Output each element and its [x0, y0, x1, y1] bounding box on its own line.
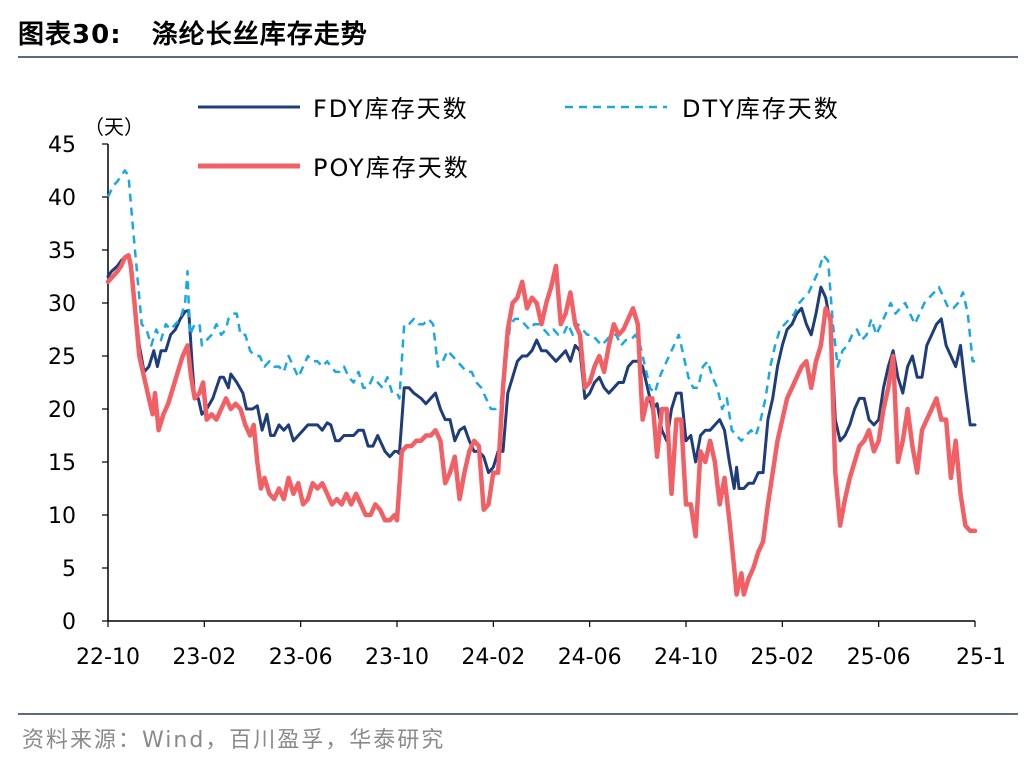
x-tick-label: 23-06 — [269, 645, 333, 670]
series-line-dty — [106, 169, 975, 443]
y-tick-label: 30 — [48, 292, 76, 317]
footer-divider — [18, 713, 1018, 715]
y-tick-label: 20 — [48, 398, 76, 423]
y-tick-label: 10 — [48, 504, 76, 529]
x-tick-label: 24-06 — [558, 645, 622, 670]
title-prefix: 图表 — [18, 20, 73, 50]
title-divider — [18, 56, 1018, 58]
x-tick-label: 23-10 — [365, 645, 429, 670]
chart-title: 图表30: 涤纶长丝库存走势 — [18, 14, 368, 51]
series-line-fdy — [106, 253, 977, 490]
x-tick-label: 23-02 — [172, 645, 236, 670]
source-note: 资料来源：Wind，百川盈孚，华泰研究 — [22, 728, 446, 753]
title-number: 30: — [72, 20, 122, 50]
legend-label-poy: POY库存天数 — [313, 154, 470, 182]
series-line-poy — [105, 253, 978, 597]
x-tick-label: 25-02 — [750, 645, 814, 670]
x-tick-label: 24-02 — [461, 645, 525, 670]
y-tick-label: 25 — [48, 345, 76, 370]
line-chart: 0 5 10 15 20 25 30 35 40 45 （天） 22-10 23-02 23-06 23-1… — [48, 95, 1006, 670]
y-unit-label: （天） — [84, 115, 144, 139]
y-tick-label: 15 — [48, 451, 76, 476]
y-tick-label: 45 — [48, 133, 76, 158]
x-tick-label: 22-10 — [76, 645, 140, 670]
legend-label-dty: DTY库存天数 — [682, 95, 840, 123]
y-tick-label: 35 — [48, 239, 76, 264]
x-tick-label: 24-10 — [654, 645, 718, 670]
y-tick-label: 5 — [62, 557, 76, 582]
x-tick-label: 25-1 — [956, 645, 1006, 670]
x-tick-label: 25-06 — [847, 645, 911, 670]
title-text: 涤纶长丝库存走势 — [151, 20, 368, 50]
y-tick-label: 40 — [48, 186, 76, 211]
y-tick-label: 0 — [62, 610, 76, 635]
legend-label-fdy: FDY库存天数 — [313, 95, 469, 123]
